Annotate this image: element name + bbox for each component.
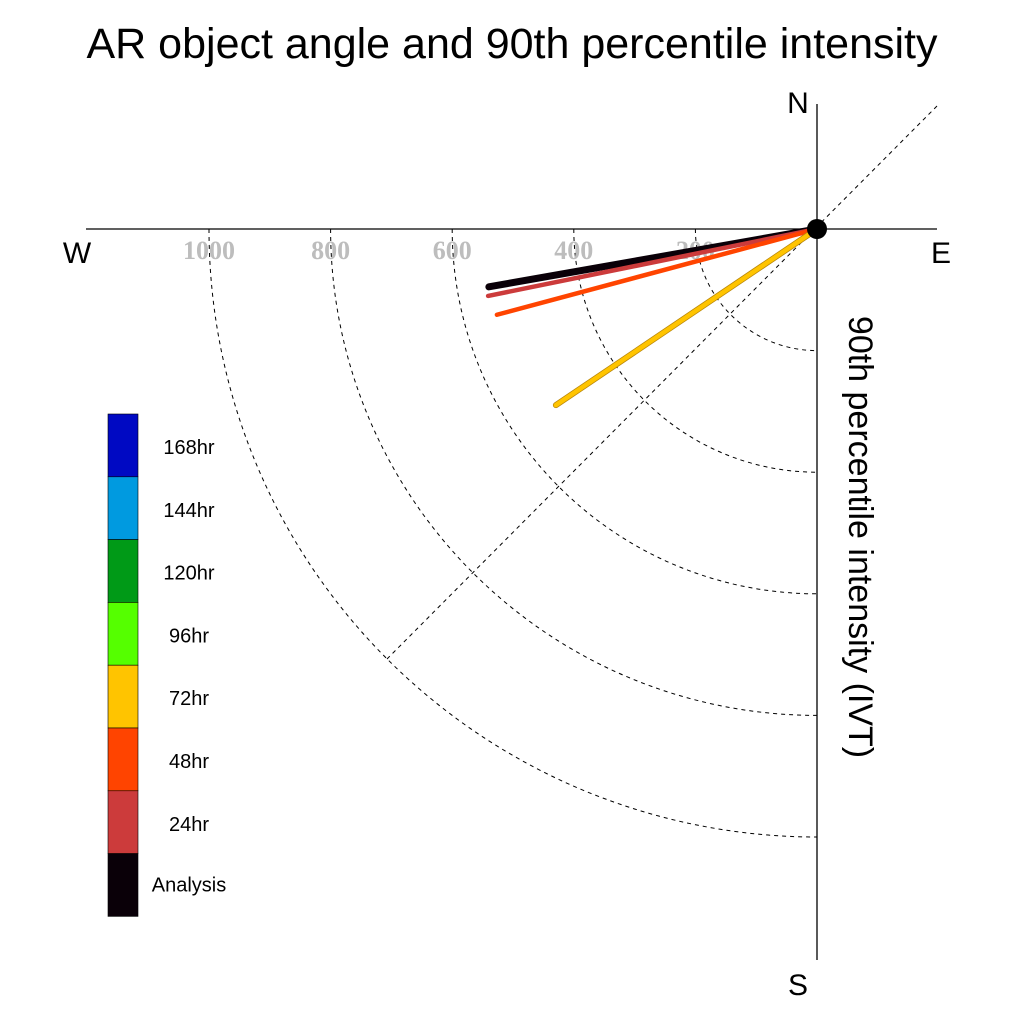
legend-swatch-72hr: [107, 664, 139, 729]
range-labels: 2004006008001000: [183, 236, 715, 265]
north-label: N: [787, 87, 809, 120]
range-label-400: 400: [554, 236, 593, 265]
south-label: S: [788, 969, 808, 1002]
legend-swatch-analysis: [107, 853, 139, 917]
legend-label-24hr: 24hr: [169, 814, 209, 836]
east-label: E: [931, 237, 951, 270]
legend-label-72hr: 72hr: [169, 688, 209, 710]
legend-swatch-48hr: [107, 727, 139, 792]
range-ring-1000: [208, 228, 818, 838]
compass-axes: [86, 104, 938, 960]
legend-label-168hr: 168hr: [163, 437, 214, 459]
legend-label-analysis: Analysis: [152, 875, 226, 897]
legend-swatch-168hr: [107, 413, 139, 478]
chart-title: AR object angle and 90th percentile inte…: [87, 20, 938, 68]
vector-72hr: [553, 226, 820, 408]
range-ring-800: [330, 228, 818, 716]
range-label-1000: 1000: [183, 236, 235, 265]
legend-label-144hr: 144hr: [163, 500, 214, 522]
legend-label-48hr: 48hr: [169, 751, 209, 773]
legend-swatch-120hr: [107, 539, 139, 603]
legend-swatch-24hr: [107, 790, 139, 854]
west-label: W: [63, 237, 92, 270]
legend-label-120hr: 120hr: [163, 563, 214, 585]
legend-swatch-144hr: [107, 476, 139, 540]
legend: 168hr 144hr 120hr 96hr 72hr 48hr 24hr Analysis: [107, 413, 226, 917]
intensity-vectors: [485, 225, 821, 409]
legend-swatch-96hr: [107, 602, 139, 666]
vector-24hr: [485, 226, 820, 299]
vector-48hr: [494, 226, 820, 318]
diagonal-guide: [386, 105, 938, 660]
legend-label-96hr: 96hr: [169, 625, 209, 647]
origin-marker: [807, 219, 827, 239]
intensity-axis-label: 90th percentile intensity (IVT): [841, 316, 879, 758]
range-label-800: 800: [311, 236, 350, 265]
range-label-600: 600: [433, 236, 472, 265]
